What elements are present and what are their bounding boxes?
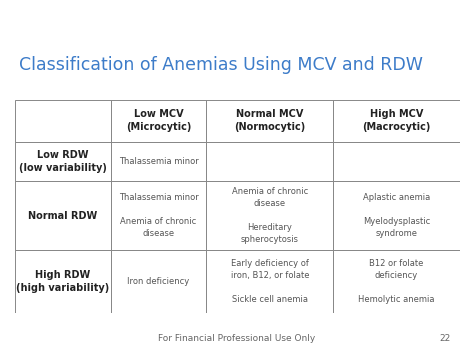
Bar	[206, 250, 333, 313]
Bar	[110, 142, 206, 181]
Text: Classification of Anemias Using MCV and RDW: Classification of Anemias Using MCV and …	[19, 56, 423, 74]
Bar	[206, 142, 333, 181]
Text: MetLife: MetLife	[12, 8, 71, 22]
Text: Aplastic anemia

Myelodysplastic
syndrome: Aplastic anemia Myelodysplastic syndrome	[363, 193, 430, 238]
Bar	[333, 100, 460, 142]
Text: Thalassemia minor: Thalassemia minor	[118, 157, 199, 166]
Text: High RDW
(high variability): High RDW (high variability)	[16, 270, 109, 293]
Bar	[110, 100, 206, 142]
Text: Early deficiency of
iron, B12, or folate

Sickle cell anemia: Early deficiency of iron, B12, or folate…	[230, 260, 309, 304]
Text: Low RDW
(low variability): Low RDW (low variability)	[19, 150, 107, 173]
Text: High MCV
(Macrocytic): High MCV (Macrocytic)	[363, 109, 431, 132]
Text: B12 or folate
deficiency

Hemolytic anemia: B12 or folate deficiency Hemolytic anemi…	[358, 260, 435, 304]
Text: Iron deficiency: Iron deficiency	[128, 277, 190, 286]
Bar	[15, 250, 110, 313]
Text: Anemia of chronic
disease

Hereditary
spherocytosis: Anemia of chronic disease Hereditary sph…	[232, 187, 308, 244]
Text: Normal RDW: Normal RDW	[28, 211, 98, 220]
Bar	[15, 142, 110, 181]
Text: 22: 22	[439, 334, 450, 343]
Bar	[206, 181, 333, 250]
Bar	[15, 181, 110, 250]
Text: For Financial Professional Use Only: For Financial Professional Use Only	[158, 334, 316, 343]
Text: Thalassemia minor

Anemia of chronic
disease: Thalassemia minor Anemia of chronic dise…	[118, 193, 199, 238]
Bar	[333, 181, 460, 250]
Bar	[206, 100, 333, 142]
Bar	[333, 142, 460, 181]
Bar	[15, 100, 110, 142]
Bar	[110, 181, 206, 250]
Bar	[110, 250, 206, 313]
Bar	[333, 250, 460, 313]
Text: Normal MCV
(Normocytic): Normal MCV (Normocytic)	[234, 109, 305, 132]
Text: Low MCV
(Microcytic): Low MCV (Microcytic)	[126, 109, 191, 132]
